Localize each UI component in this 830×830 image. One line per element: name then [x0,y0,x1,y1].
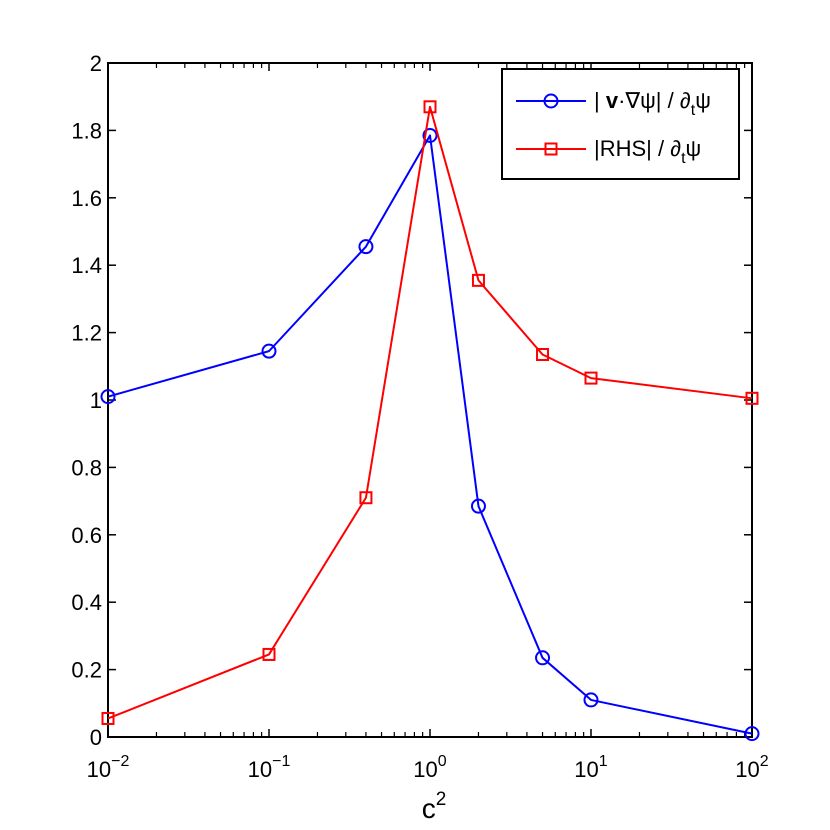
y-tick-label: 1.8 [71,118,102,143]
data-point-square [584,371,598,385]
x-tick-label: 10−2 [87,753,130,782]
x-tick-label-exponent: 1 [599,753,608,770]
data-point-circle [261,343,277,359]
y-tick-label: 0.4 [71,590,102,615]
series-line [107,105,753,720]
legend-label: |RHS| / ∂tψ [594,136,701,167]
data-series [100,100,760,742]
series-1 [100,127,760,742]
legend-label-text: ψ [695,88,711,113]
data-point-square [101,711,115,725]
x-tick-label-base: 10 [413,757,437,782]
data-point-square [745,391,759,405]
y-tick-label: 0.8 [71,455,102,480]
legend-marker-square [544,142,558,156]
legend-label-text: | [594,88,606,113]
y-tick-label: 1.2 [71,321,102,346]
x-tick-label: 101 [574,753,607,782]
x-axis-label-base: c [422,793,436,824]
x-tick-label: 100 [413,753,446,782]
data-point-square [262,647,276,661]
data-point-circle [422,127,438,143]
legend-marker-circle [543,93,559,109]
x-tick-label: 102 [735,753,768,782]
y-tick-label: 1.6 [71,186,102,211]
legend-label-text: ψ [686,136,702,161]
x-tick-label-exponent: −2 [111,753,129,770]
data-point-circle [358,239,374,255]
data-point-circle [470,498,486,514]
series-2 [101,100,759,725]
legend-box [501,68,740,180]
x-axis-label-sup: 2 [436,789,447,810]
legend-label-text: |RHS| / ∂ [594,136,681,161]
data-point-circle [535,650,551,666]
legend-label-text: ·∇ψ| / ∂ [618,88,691,113]
y-tick-label: 0.6 [71,523,102,548]
legend-entry-2: |RHS| / ∂tψ [516,136,701,167]
x-tick-label-base: 10 [574,757,598,782]
x-tick-label-base: 10 [248,757,272,782]
legend-label: | v·∇ψ| / ∂tψ [594,88,711,119]
y-tick-label: 0.2 [71,658,102,683]
x-axis-label: c2 [422,789,447,824]
legend: | v·∇ψ| / ∂tψ|RHS| / ∂tψ [501,68,740,180]
x-tick-label-base: 10 [87,757,111,782]
data-point-square [423,100,437,114]
legend-label-subscript: t [681,150,686,167]
x-tick-label: 10−1 [248,753,291,782]
data-point-circle [744,726,760,742]
y-tick-label: 2 [90,51,102,76]
legend-label-subscript: t [691,102,696,119]
data-point-square [471,273,485,287]
data-point-circle [583,692,599,708]
y-tick-label: 1.4 [71,253,102,278]
x-tick-label-exponent: 0 [438,753,447,770]
x-tick-label-exponent: −1 [272,753,290,770]
data-point-square [359,491,373,505]
data-point-square [536,348,550,362]
x-tick-label-base: 10 [735,757,759,782]
legend-label-bold: v [606,88,619,113]
y-tick-label: 0 [90,725,102,750]
series-line [107,134,753,735]
legend-entry-1: | v·∇ψ| / ∂tψ [516,88,711,119]
y-tick-label: 1 [90,388,102,413]
data-point-circle [100,389,116,405]
x-tick-label-exponent: 2 [760,753,769,770]
